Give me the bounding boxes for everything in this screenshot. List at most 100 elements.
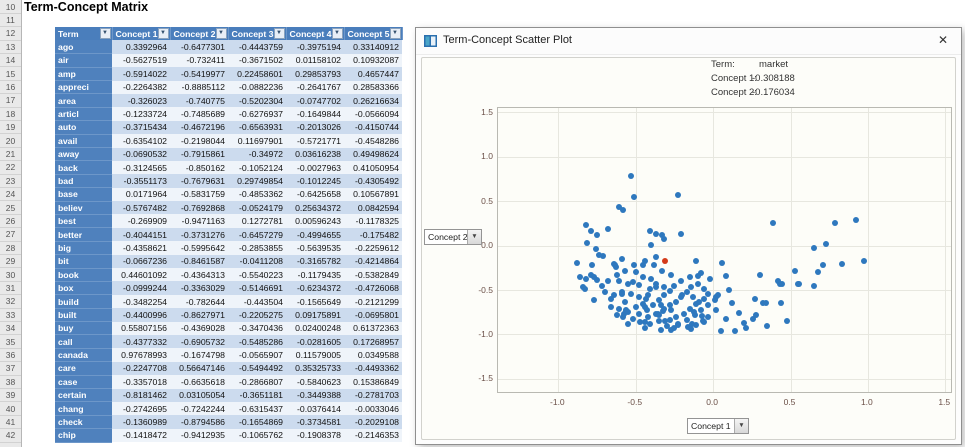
scatter-point[interactable] bbox=[598, 282, 605, 289]
scatter-point[interactable] bbox=[573, 259, 580, 266]
row-number[interactable]: 40 bbox=[0, 403, 21, 416]
value-cell[interactable]: -0.4044151 bbox=[112, 227, 170, 242]
scatter-point[interactable] bbox=[625, 280, 631, 287]
value-cell[interactable]: -0.8885112 bbox=[170, 80, 228, 94]
value-cell[interactable]: -0.0565907 bbox=[228, 348, 286, 362]
value-cell[interactable]: 0.61372363 bbox=[344, 321, 402, 335]
scatter-point[interactable] bbox=[686, 305, 693, 312]
value-cell[interactable]: -0.5419977 bbox=[170, 67, 228, 81]
value-cell[interactable]: 0.10567891 bbox=[344, 187, 402, 202]
term-cell[interactable]: certain bbox=[55, 388, 112, 403]
filter-button[interactable]: ▼ bbox=[273, 28, 285, 39]
scatter-point[interactable] bbox=[668, 271, 675, 278]
value-cell[interactable]: -0.4994655 bbox=[286, 227, 344, 242]
value-cell[interactable]: -0.4377332 bbox=[112, 334, 170, 349]
value-cell[interactable]: -0.7242244 bbox=[170, 401, 228, 416]
value-cell[interactable]: 0.10932087 bbox=[344, 53, 402, 68]
value-cell[interactable]: 0.03616238 bbox=[286, 147, 344, 161]
term-cell[interactable]: best bbox=[55, 214, 112, 229]
row-number[interactable]: 28 bbox=[0, 242, 21, 256]
value-cell[interactable]: -0.5146691 bbox=[228, 281, 286, 295]
value-cell[interactable]: -0.1052124 bbox=[228, 160, 286, 175]
scatter-point[interactable] bbox=[667, 306, 674, 313]
value-cell[interactable]: -0.3165782 bbox=[286, 254, 344, 269]
term-cell[interactable]: better bbox=[55, 227, 112, 242]
scatter-point[interactable] bbox=[611, 292, 618, 299]
row-number[interactable]: 29 bbox=[0, 255, 21, 269]
value-cell[interactable]: -0.7692868 bbox=[170, 201, 228, 215]
value-cell[interactable]: -0.3124565 bbox=[112, 160, 170, 175]
scatter-point[interactable] bbox=[625, 320, 631, 327]
scatter-point[interactable] bbox=[677, 231, 684, 238]
scatter-point[interactable] bbox=[620, 207, 627, 214]
value-cell[interactable]: -0.6563931 bbox=[228, 120, 286, 135]
value-cell[interactable]: 0.26216634 bbox=[344, 93, 402, 108]
row-number[interactable]: 36 bbox=[0, 349, 21, 363]
row-number[interactable]: 21 bbox=[0, 148, 21, 162]
value-cell[interactable]: -0.1565649 bbox=[286, 294, 344, 309]
scatter-point[interactable] bbox=[629, 279, 636, 286]
value-cell[interactable]: -0.2121299 bbox=[344, 294, 402, 309]
scatter-point[interactable] bbox=[646, 320, 653, 327]
scatter-point[interactable] bbox=[717, 327, 724, 334]
value-cell[interactable]: -0.8627971 bbox=[170, 308, 228, 322]
scatter-point[interactable] bbox=[675, 192, 682, 199]
value-cell[interactable]: -0.9471163 bbox=[170, 214, 228, 228]
value-cell[interactable]: 0.02400248 bbox=[286, 321, 344, 335]
scatter-point[interactable] bbox=[742, 325, 749, 332]
value-cell[interactable]: -0.4443759 bbox=[228, 40, 286, 54]
scatter-point[interactable] bbox=[852, 216, 859, 223]
scatter-point[interactable] bbox=[759, 300, 766, 307]
scatter-point[interactable] bbox=[635, 281, 642, 288]
scatter-point[interactable] bbox=[693, 321, 700, 328]
term-cell[interactable]: chip bbox=[55, 428, 112, 443]
value-cell[interactable]: -0.1649844 bbox=[286, 107, 344, 121]
value-cell[interactable]: -0.8461587 bbox=[170, 254, 228, 269]
row-number[interactable]: 27 bbox=[0, 228, 21, 242]
scatter-point[interactable] bbox=[660, 305, 667, 312]
scatter-point[interactable] bbox=[614, 271, 621, 278]
scatter-point[interactable] bbox=[583, 222, 590, 229]
window-titlebar[interactable]: Term-Concept Scatter Plot ✕ bbox=[416, 28, 961, 55]
value-cell[interactable]: -0.4364313 bbox=[170, 268, 228, 282]
value-cell[interactable]: -0.4150744 bbox=[344, 120, 402, 135]
column-header-term[interactable]: Term ▼ bbox=[55, 27, 113, 41]
scatter-point[interactable] bbox=[792, 267, 799, 274]
scatter-point[interactable] bbox=[604, 225, 611, 232]
value-cell[interactable]: -0.443504 bbox=[228, 294, 286, 309]
scatter-point[interactable] bbox=[693, 301, 700, 308]
value-cell[interactable]: -0.4358621 bbox=[112, 241, 170, 255]
value-cell[interactable]: 0.35325733 bbox=[286, 361, 344, 376]
scatter-point[interactable] bbox=[832, 220, 839, 227]
term-cell[interactable]: area bbox=[55, 93, 112, 108]
scatter-point[interactable] bbox=[705, 313, 712, 320]
value-cell[interactable]: -0.9412935 bbox=[170, 428, 228, 443]
value-cell[interactable]: -0.0524179 bbox=[228, 201, 286, 215]
scatter-point[interactable] bbox=[607, 303, 614, 310]
scatter-point[interactable] bbox=[640, 262, 647, 269]
close-icon[interactable]: ✕ bbox=[937, 33, 948, 47]
value-cell[interactable]: -0.3651181 bbox=[228, 388, 286, 402]
scatter-point[interactable] bbox=[674, 320, 681, 327]
value-cell[interactable]: 0.3392964 bbox=[112, 40, 170, 54]
scatter-point[interactable] bbox=[694, 280, 701, 287]
value-cell[interactable]: -0.2264382 bbox=[112, 80, 170, 94]
value-cell[interactable]: -0.0695801 bbox=[344, 308, 402, 322]
term-cell[interactable]: built bbox=[55, 308, 112, 323]
scatter-point[interactable] bbox=[594, 232, 601, 238]
scatter-point[interactable] bbox=[750, 316, 757, 323]
scatter-point[interactable] bbox=[642, 319, 648, 326]
scatter-point[interactable] bbox=[646, 286, 653, 293]
value-cell[interactable]: -0.7679631 bbox=[170, 174, 228, 188]
value-cell[interactable]: -0.5831759 bbox=[170, 187, 228, 202]
value-cell[interactable]: -0.1178325 bbox=[344, 214, 402, 228]
scatter-point[interactable] bbox=[778, 299, 785, 306]
selected-term-point[interactable] bbox=[662, 258, 669, 265]
value-cell[interactable]: 0.0349588 bbox=[344, 348, 402, 362]
scatter-point[interactable] bbox=[587, 271, 594, 278]
value-cell[interactable]: 0.1272781 bbox=[228, 214, 286, 228]
value-cell[interactable]: -0.5995642 bbox=[170, 241, 228, 255]
scatter-point[interactable] bbox=[651, 262, 658, 269]
column-header-concept-4[interactable]: Concept 4 ▼ bbox=[286, 27, 345, 41]
value-cell[interactable]: -0.6635618 bbox=[170, 375, 228, 389]
